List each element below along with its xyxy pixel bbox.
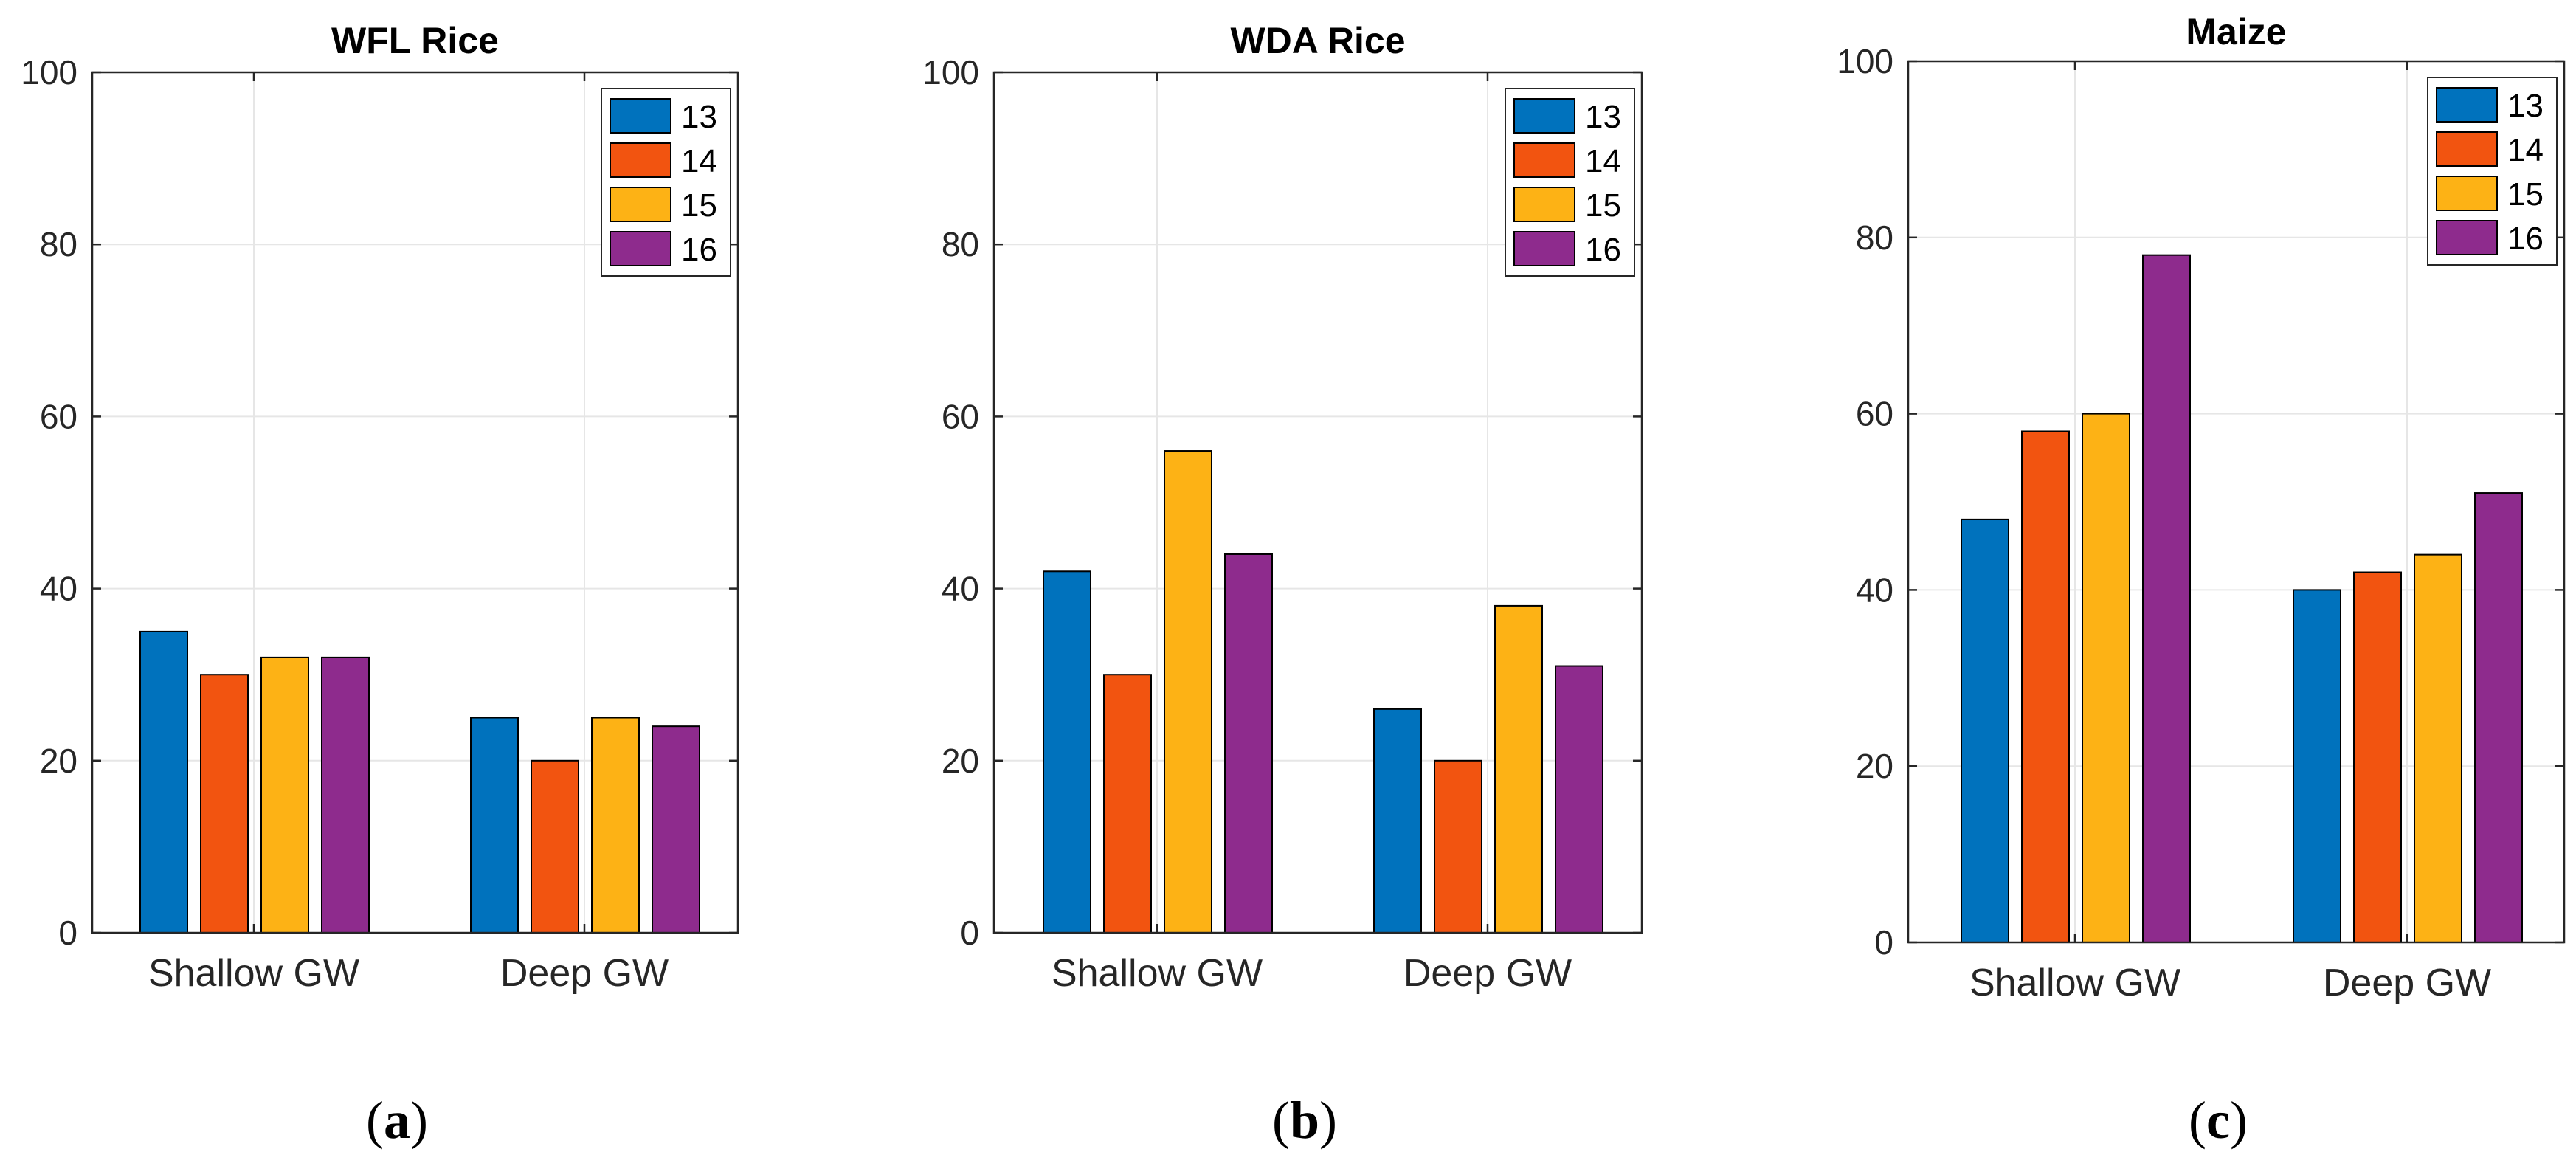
x-tick-label: Shallow GW <box>148 952 359 995</box>
caption-paren-open: ( <box>366 1091 384 1150</box>
legend-swatch-14 <box>2436 131 2498 167</box>
bar-15-deep-gw <box>1494 604 1543 934</box>
x-tick-label: Deep GW <box>2323 962 2491 1004</box>
bar-15-shallow-gw <box>1164 450 1212 934</box>
axes-box <box>91 71 739 934</box>
bar-16-shallow-gw <box>321 656 370 934</box>
bar-14-deep-gw <box>1434 759 1482 934</box>
legend-label-14: 14 <box>2507 132 2544 168</box>
bar-13-deep-gw <box>1373 708 1422 934</box>
caption-letter: c <box>2206 1091 2230 1150</box>
x-tick-label: Deep GW <box>500 952 669 995</box>
legend-swatch-14 <box>610 142 671 178</box>
legend-label-15: 15 <box>1585 187 1621 224</box>
y-tick-label: 60 <box>40 397 77 435</box>
y-tick-label: 100 <box>922 53 979 92</box>
bar-16-shallow-gw <box>2142 254 2191 943</box>
bar-13-shallow-gw <box>1043 570 1091 934</box>
bar-13-shallow-gw <box>1961 518 2009 943</box>
y-tick-label: 80 <box>1856 218 1893 257</box>
bar-16-deep-gw <box>2474 492 2523 943</box>
chart-title: Maize <box>2186 11 2286 52</box>
legend-swatch-13 <box>2436 87 2498 123</box>
axes-box <box>992 71 1643 934</box>
legend: 13 14 15 16 <box>1505 88 1635 277</box>
legend-label-15: 15 <box>681 187 717 224</box>
legend-swatch-15 <box>1513 187 1575 222</box>
legend-swatch-14 <box>1513 142 1575 178</box>
legend-swatch-15 <box>610 187 671 222</box>
legend-label-14: 14 <box>1585 143 1621 179</box>
legend-label-13: 13 <box>2507 88 2544 124</box>
y-tick-label: 60 <box>1856 395 1893 433</box>
legend-swatch-16 <box>2436 220 2498 255</box>
chart-title: WFL Rice <box>331 20 499 61</box>
bar-14-shallow-gw <box>1103 674 1152 934</box>
panel-caption: (a) <box>366 1091 428 1150</box>
y-tick-label: 20 <box>942 742 979 780</box>
caption-paren-close: ) <box>410 1091 428 1150</box>
bar-14-deep-gw <box>531 759 579 934</box>
legend-swatch-13 <box>610 98 671 134</box>
bar-14-shallow-gw <box>2021 430 2070 943</box>
bar-15-deep-gw <box>591 717 640 934</box>
legend-label-16: 16 <box>1585 232 1621 268</box>
x-tick-label: Deep GW <box>1403 952 1572 995</box>
bar-14-deep-gw <box>2353 571 2402 944</box>
legend-swatch-13 <box>1513 98 1575 134</box>
panel-caption: (b) <box>1272 1091 1337 1150</box>
panel-caption: (c) <box>2189 1091 2248 1150</box>
y-tick-label: 60 <box>942 397 979 435</box>
y-tick-label: 0 <box>1874 923 1893 962</box>
bar-14-shallow-gw <box>200 674 249 934</box>
bar-16-deep-gw <box>1555 665 1603 934</box>
y-tick-label: 20 <box>1856 747 1893 785</box>
y-tick-label: 40 <box>942 570 979 608</box>
legend-label-13: 13 <box>681 99 717 135</box>
caption-paren-close: ) <box>2230 1091 2248 1150</box>
bar-13-deep-gw <box>470 717 519 934</box>
legend-label-14: 14 <box>681 143 717 179</box>
y-tick-label: 20 <box>40 742 77 780</box>
legend-label-13: 13 <box>1585 99 1621 135</box>
legend-swatch-16 <box>610 231 671 266</box>
caption-paren-open: ( <box>2189 1091 2206 1150</box>
bar-16-deep-gw <box>652 725 700 934</box>
x-tick-label: Shallow GW <box>1969 962 2180 1004</box>
bar-15-deep-gw <box>2414 553 2462 943</box>
legend-swatch-16 <box>1513 231 1575 266</box>
caption-letter: b <box>1290 1091 1319 1150</box>
y-tick-label: 40 <box>40 570 77 608</box>
axes-box <box>1907 60 2566 944</box>
bar-16-shallow-gw <box>1224 553 1273 934</box>
legend: 13 14 15 16 <box>601 88 731 277</box>
y-tick-label: 100 <box>1837 42 1893 80</box>
bar-15-shallow-gw <box>2082 413 2130 943</box>
chart-title: WDA Rice <box>1230 20 1405 61</box>
y-tick-label: 80 <box>40 225 77 263</box>
y-tick-label: 0 <box>960 914 979 952</box>
legend-swatch-15 <box>2436 176 2498 211</box>
legend-label-16: 16 <box>681 232 717 268</box>
bar-13-shallow-gw <box>139 630 188 934</box>
bar-15-shallow-gw <box>260 656 309 934</box>
legend-label-16: 16 <box>2507 221 2544 257</box>
bar-13-deep-gw <box>2293 589 2341 944</box>
legend: 13 14 15 16 <box>2427 77 2558 266</box>
legend-label-15: 15 <box>2507 176 2544 213</box>
x-tick-label: Shallow GW <box>1052 952 1263 995</box>
y-tick-label: 100 <box>21 53 77 92</box>
chart-panel-c: 0 20 40 60 80 100 Shallow GW Deep GW Maize 13 14 15… <box>1837 11 2566 1150</box>
caption-paren-close: ) <box>1319 1091 1337 1150</box>
caption-paren-open: ( <box>1272 1091 1290 1150</box>
caption-letter: a <box>384 1091 410 1150</box>
y-tick-label: 80 <box>942 225 979 263</box>
y-tick-label: 40 <box>1856 570 1893 609</box>
y-tick-label: 0 <box>58 914 77 952</box>
